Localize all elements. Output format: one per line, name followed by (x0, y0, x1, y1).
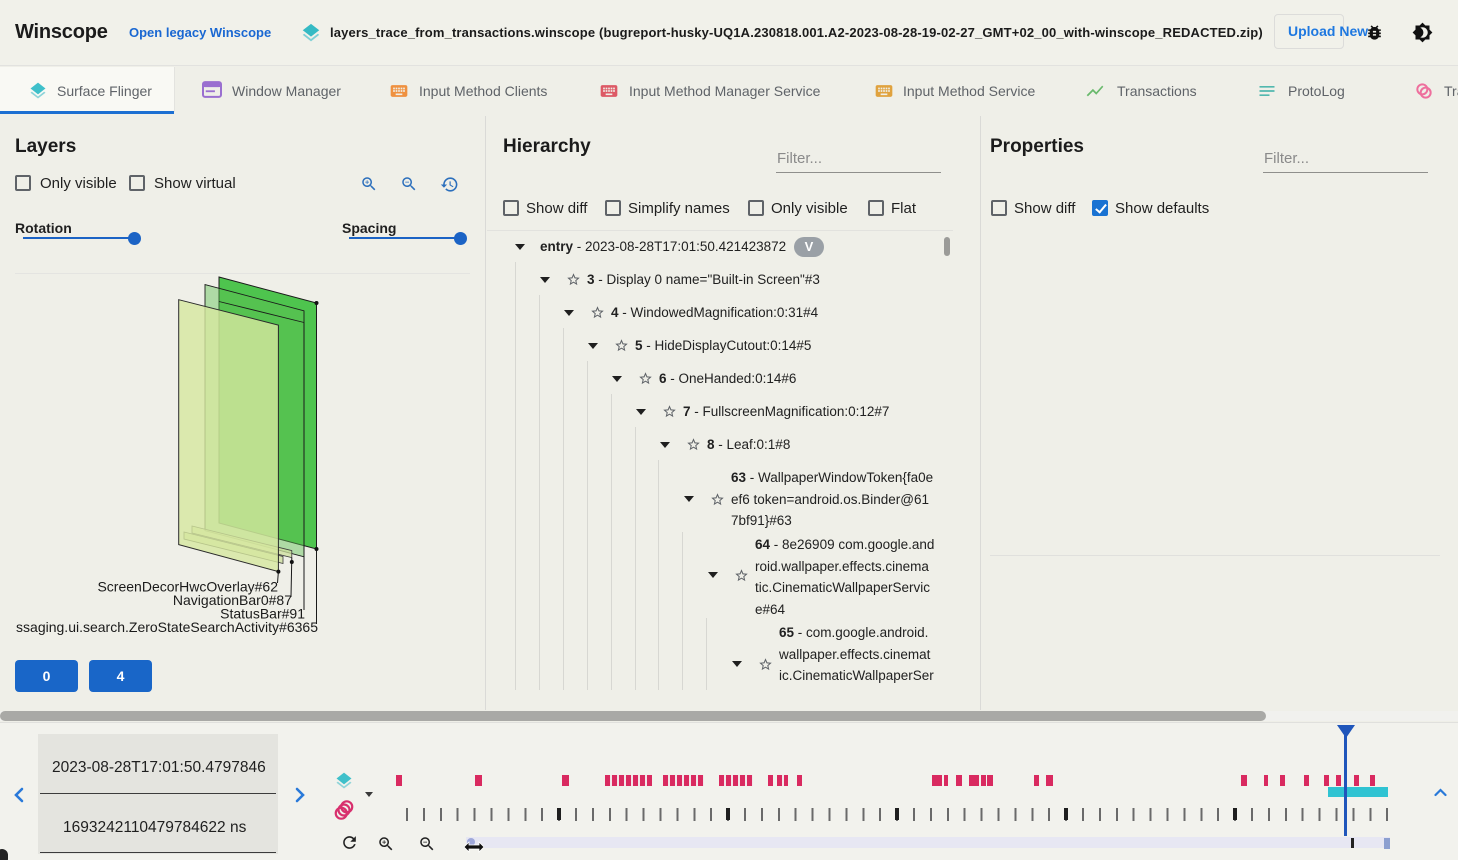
svg-text:ssaging.ui.search.ZeroStateSea: ssaging.ui.search.ZeroStateSearchActivit… (16, 619, 318, 635)
svg-text:NavigationBar0#87: NavigationBar0#87 (173, 592, 292, 608)
svg-text:StatusBar#91: StatusBar#91 (220, 606, 305, 622)
svg-text:ScreenDecorHwcOverlay#62: ScreenDecorHwcOverlay#62 (97, 579, 278, 595)
